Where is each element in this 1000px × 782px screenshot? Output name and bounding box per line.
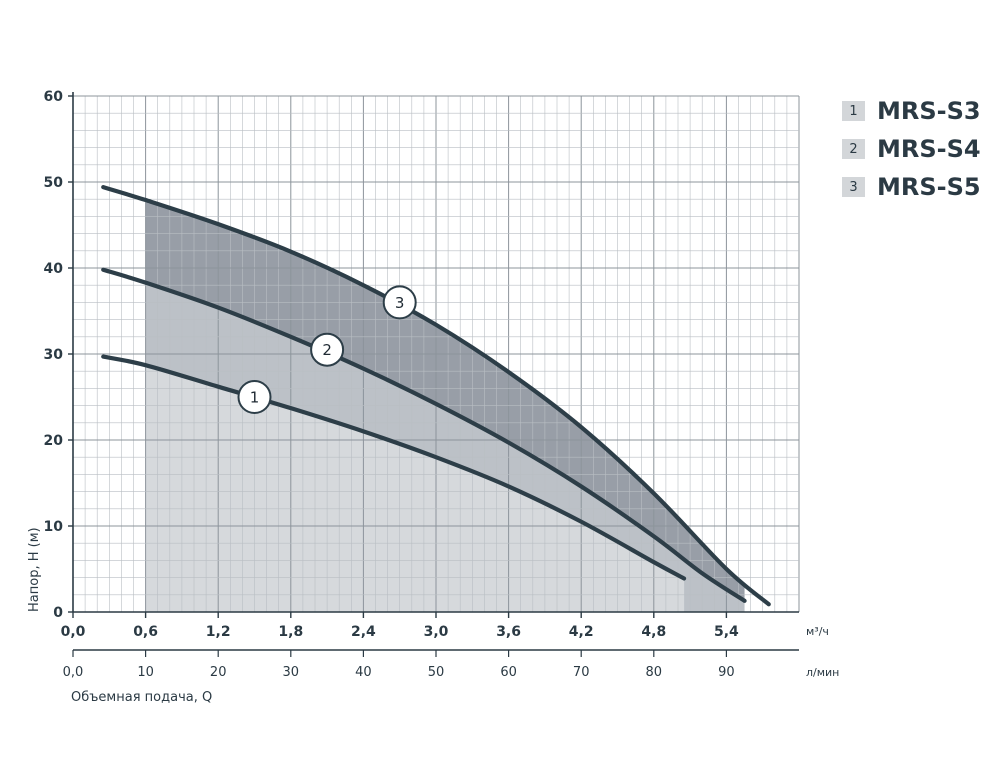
x-unit-bottom: л/мин	[806, 666, 839, 679]
x-tick-label: 5,4	[714, 624, 739, 640]
marker-label: 2	[322, 341, 332, 359]
legend-number: 1	[842, 101, 865, 121]
x2-tick-label: 0,0	[63, 665, 84, 680]
y-tick-label: 60	[44, 89, 64, 105]
legend-label: MRS-S3	[877, 97, 981, 125]
x-tick-label: 4,2	[569, 624, 594, 640]
legend-item-1: 1 MRS-S3	[842, 92, 981, 130]
legend-label: MRS-S5	[877, 173, 981, 201]
shade-region-1	[145, 365, 685, 612]
curve-marker-2: 2	[310, 332, 345, 367]
y-tick-label: 0	[53, 605, 63, 621]
curve-mrs-s5	[101, 185, 771, 607]
legend-number: 3	[842, 177, 865, 197]
x2-tick-label: 40	[355, 665, 372, 680]
y-tick-label: 10	[44, 519, 64, 535]
curve-marker-3: 3	[382, 285, 417, 320]
curve-mrs-s4	[101, 267, 747, 603]
legend: 1 MRS-S3 2 MRS-S4 3 MRS-S5	[842, 92, 981, 206]
x2-tick-label: 90	[718, 665, 735, 680]
grid	[72, 95, 800, 613]
shaded-regions	[145, 200, 745, 612]
legend-item-3: 3 MRS-S5	[842, 168, 981, 206]
curve-marker-1: 1	[237, 380, 272, 414]
y-axis-label: Напор, H (м)	[27, 527, 42, 612]
x-tick-label: 1,2	[206, 624, 231, 640]
curves	[101, 185, 771, 607]
x-unit-top: м³/ч	[806, 625, 829, 638]
marker-circle	[237, 380, 272, 414]
y-tick-label: 50	[44, 175, 64, 191]
x-tick-label: 3,6	[496, 624, 521, 640]
legend-label: MRS-S4	[877, 135, 981, 163]
axes	[68, 92, 799, 657]
x-axis-label: Объемная подача, Q	[71, 690, 212, 705]
x-tick-label: 2,4	[351, 624, 376, 640]
x-tick-label: 0,6	[133, 624, 158, 640]
x2-tick-label: 50	[428, 665, 445, 680]
legend-item-2: 2 MRS-S4	[842, 130, 981, 168]
marker-label: 3	[395, 294, 405, 312]
marker-label: 1	[250, 389, 260, 407]
x2-tick-label: 30	[283, 665, 300, 680]
marker-circle	[382, 285, 417, 320]
x2-tick-label: 70	[573, 665, 590, 680]
x2-tick-label: 10	[137, 665, 154, 680]
x-tick-label: 4,8	[641, 624, 666, 640]
x-tick-label: 3,0	[424, 624, 449, 640]
y-tick-label: 30	[44, 347, 64, 363]
shade-region-2	[145, 282, 745, 612]
shade-region-3	[145, 200, 745, 612]
x-tick-label: 0,0	[61, 624, 86, 640]
y-tick-label: 40	[44, 261, 64, 277]
legend-number: 2	[842, 139, 865, 159]
x2-tick-label: 80	[646, 665, 663, 680]
axis-labels: 0 10 20 30 40 50 60 0,0 0,6 1,2 1,8 2,4 3,0 3,6 4,2 4,8…	[27, 89, 839, 705]
curve-markers: 1 2 3	[237, 285, 417, 414]
x2-tick-label: 20	[210, 665, 227, 680]
marker-circle	[310, 332, 345, 367]
x2-tick-label: 60	[500, 665, 517, 680]
x-tick-label: 1,8	[278, 624, 303, 640]
curve-mrs-s3	[101, 354, 687, 581]
y-tick-label: 20	[44, 433, 64, 449]
